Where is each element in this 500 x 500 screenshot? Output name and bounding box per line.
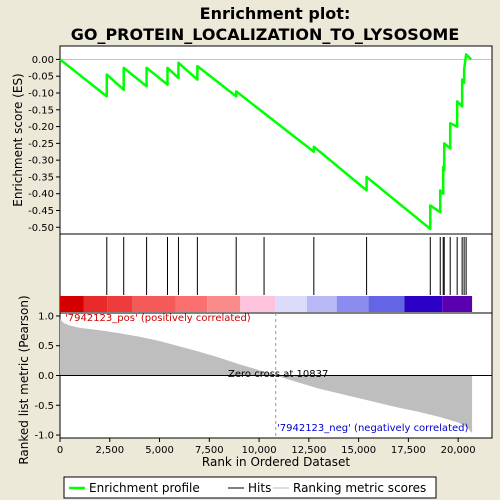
x-tick-label: 20,000 — [441, 445, 476, 456]
es-y-tick-label: -0.10 — [28, 89, 54, 100]
es-y-tick-label: 0.00 — [32, 55, 54, 66]
heat-strip-segment — [60, 296, 84, 312]
x-tick-label: 10,000 — [242, 445, 277, 456]
chart-title-line-1: Enrichment plot: — [200, 4, 351, 23]
heat-strip-segment — [404, 296, 443, 312]
ranked-y-ticks: 1.0 0.5 0.0 -0.5 -1.0 — [34, 311, 60, 442]
heat-strip-segment — [207, 296, 241, 312]
ranked-y-axis-label: Ranked list metric (Pearson) — [17, 295, 31, 464]
es-y-tick-label: -0.15 — [28, 105, 54, 116]
x-axis-label: Rank in Ordered Dataset — [202, 455, 350, 469]
legend-ranking-label: Ranking metric scores — [293, 481, 426, 495]
ranked-y-tick-label: -1.0 — [34, 431, 54, 442]
heat-strip-segment — [132, 296, 176, 312]
es-y-tick-label: -0.40 — [28, 189, 54, 200]
es-y-tick-label: -0.20 — [28, 122, 54, 133]
ranked-y-tick-label: 0.0 — [38, 371, 54, 382]
heat-strip-segment — [107, 296, 133, 312]
heat-strip-segment — [240, 296, 276, 312]
es-y-tick-label: -0.30 — [28, 156, 54, 167]
x-tick-label: 15,000 — [341, 445, 376, 456]
heat-strip-segment — [275, 296, 307, 312]
heat-strip-segment — [368, 296, 405, 312]
positive-label: '7942123_pos' (positively correlated) — [65, 313, 251, 324]
chart-title-line-2: GO_PROTEIN_LOCALIZATION_TO_LYSOSOME — [71, 25, 460, 44]
heat-strip-segment — [306, 296, 337, 312]
legend-enrichment-label: Enrichment profile — [89, 481, 200, 495]
ranking-heat-strip — [60, 296, 473, 312]
es-y-tick-label: -0.05 — [28, 72, 54, 83]
x-tick-label: 12,500 — [291, 445, 326, 456]
ranking-metric-area — [60, 318, 473, 433]
negative-label: '7942123_neg' (negatively correlated) — [277, 423, 468, 434]
x-tick-label: 7,500 — [195, 445, 224, 456]
es-panel — [59, 45, 493, 235]
enrichment-profile-line — [59, 53, 472, 231]
x-tick-label: 17,500 — [391, 445, 426, 456]
es-y-tick-label: -0.45 — [28, 206, 54, 217]
es-y-tick-label: -0.50 — [28, 223, 54, 234]
legend-box — [63, 476, 437, 499]
ranked-y-tick-label: -0.5 — [34, 401, 54, 412]
heat-strip-segment — [175, 296, 208, 312]
legend-hits-label: Hits — [248, 481, 271, 495]
x-tick-label: 2,500 — [95, 445, 124, 456]
heat-strip-segment — [336, 296, 369, 312]
es-y-tick-label: -0.35 — [28, 172, 54, 183]
ranked-y-tick-label: 1.0 — [38, 311, 54, 322]
ranked-x-ticks: 0 2,500 5,000 7,500 10,000 12,500 15,000 17,500… — [57, 438, 476, 456]
es-y-axis-label: Enrichment score (ES) — [11, 73, 25, 206]
heat-strip-segment — [442, 296, 473, 312]
zero-cross-label: Zero cross at 10837 — [228, 369, 328, 380]
ranked-y-tick-label: 0.5 — [38, 341, 54, 352]
es-y-tick-label: -0.25 — [28, 139, 54, 150]
x-tick-label: 0 — [57, 445, 63, 456]
heat-strip-segment — [83, 296, 108, 312]
hit-markers — [106, 237, 467, 295]
es-y-ticks: 0.00 -0.05 -0.10 -0.15 -0.20 -0.25 -0.30 -0.35 -… — [28, 55, 492, 234]
x-tick-label: 5,000 — [145, 445, 174, 456]
